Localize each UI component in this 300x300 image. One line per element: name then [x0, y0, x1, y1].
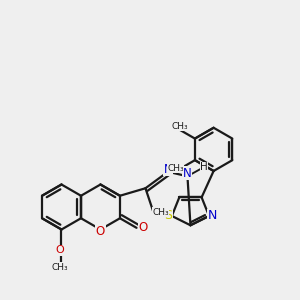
Text: N: N	[208, 209, 217, 223]
Text: CH₃: CH₃	[52, 262, 68, 272]
Text: S: S	[164, 209, 172, 223]
Text: CH₃: CH₃	[152, 208, 169, 217]
Text: N: N	[164, 163, 172, 176]
Text: CH₃: CH₃	[167, 164, 184, 173]
Text: O: O	[139, 221, 148, 234]
Text: O: O	[96, 225, 105, 239]
Text: H: H	[200, 162, 208, 172]
Text: N: N	[183, 167, 192, 180]
Text: O: O	[56, 245, 64, 255]
Text: CH₃: CH₃	[172, 122, 188, 130]
